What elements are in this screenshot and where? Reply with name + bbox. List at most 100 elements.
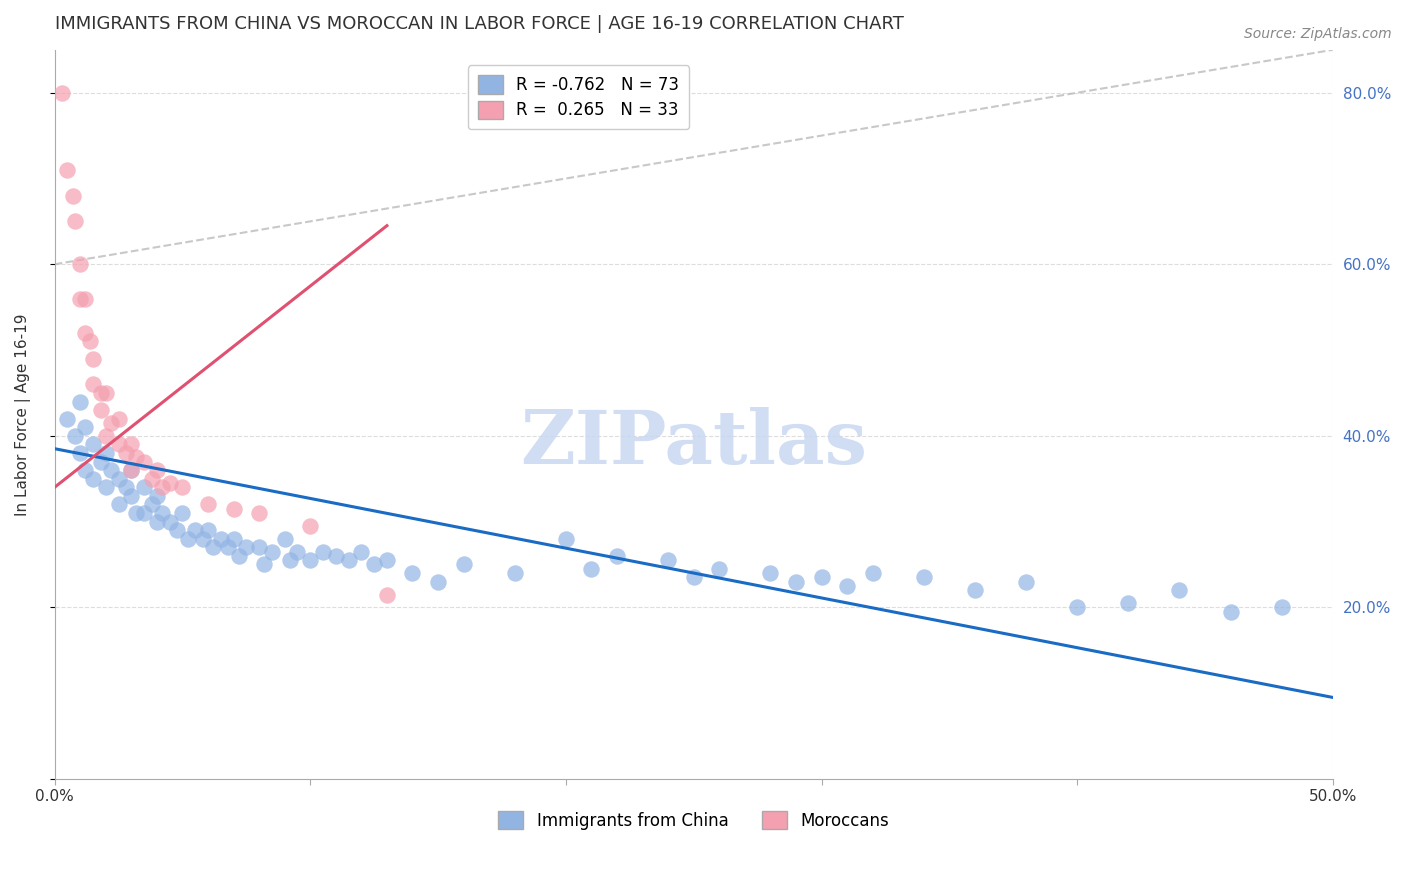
Point [1168, 583, 1191, 598]
Point [150, 480, 173, 494]
Point [427, 574, 450, 589]
Point [350, 544, 373, 558]
Point [107, 498, 129, 512]
Point [228, 549, 250, 563]
Y-axis label: In Labor Force | Age 16-19: In Labor Force | Age 16-19 [15, 313, 31, 516]
Point [172, 480, 194, 494]
Point [107, 472, 129, 486]
Point [115, 446, 138, 460]
Point [312, 544, 335, 558]
Point [94, 480, 117, 494]
Point [90, 403, 112, 417]
Point [810, 570, 832, 584]
Point [94, 386, 117, 401]
Point [202, 541, 225, 555]
Point [835, 579, 858, 593]
Point [82, 351, 104, 366]
Point [176, 532, 198, 546]
Point [100, 463, 122, 477]
Point [150, 506, 173, 520]
Point [1066, 600, 1088, 615]
Point [759, 566, 782, 580]
Point [62, 188, 84, 202]
Point [141, 498, 163, 512]
Point [100, 416, 122, 430]
Point [337, 553, 360, 567]
Point [1271, 600, 1294, 615]
Point [166, 523, 188, 537]
Point [1116, 596, 1139, 610]
Point [69, 292, 91, 306]
Point [132, 480, 155, 494]
Point [115, 480, 138, 494]
Point [554, 532, 576, 546]
Point [120, 437, 142, 451]
Point [75, 420, 97, 434]
Point [82, 472, 104, 486]
Point [912, 570, 935, 584]
Point [299, 519, 322, 533]
Point [260, 544, 283, 558]
Point [125, 506, 148, 520]
Text: IMMIGRANTS FROM CHINA VS MOROCCAN IN LABOR FORCE | AGE 16-19 CORRELATION CHART: IMMIGRANTS FROM CHINA VS MOROCCAN IN LAB… [55, 15, 904, 33]
Point [299, 553, 322, 567]
Point [132, 506, 155, 520]
Point [120, 489, 142, 503]
Point [375, 553, 398, 567]
Point [63, 214, 86, 228]
Point [363, 558, 385, 572]
Point [191, 532, 214, 546]
Point [146, 489, 169, 503]
Point [132, 454, 155, 468]
Point [247, 541, 270, 555]
Point [94, 446, 117, 460]
Point [75, 463, 97, 477]
Point [63, 429, 86, 443]
Point [606, 549, 628, 563]
Point [159, 515, 181, 529]
Point [82, 377, 104, 392]
Point [963, 583, 986, 598]
Point [159, 475, 181, 490]
Point [79, 334, 101, 349]
Point [197, 498, 219, 512]
Point [94, 429, 117, 443]
Point [657, 553, 679, 567]
Point [107, 437, 129, 451]
Point [56, 162, 79, 177]
Point [197, 523, 219, 537]
Point [253, 558, 276, 572]
Point [375, 587, 398, 601]
Point [82, 437, 104, 451]
Point [75, 292, 97, 306]
Point [862, 566, 884, 580]
Point [51, 86, 73, 100]
Point [75, 326, 97, 340]
Point [222, 532, 245, 546]
Point [125, 450, 148, 465]
Point [184, 523, 207, 537]
Point [146, 463, 169, 477]
Point [278, 553, 301, 567]
Point [69, 446, 91, 460]
Point [1015, 574, 1038, 589]
Point [247, 506, 270, 520]
Point [120, 463, 142, 477]
Point [141, 472, 163, 486]
Point [222, 501, 245, 516]
Point [235, 541, 257, 555]
Point [785, 574, 807, 589]
Point [217, 541, 239, 555]
Point [172, 506, 194, 520]
Point [682, 570, 704, 584]
Point [273, 532, 295, 546]
Point [709, 562, 731, 576]
Point [90, 454, 112, 468]
Point [287, 544, 309, 558]
Point [581, 562, 603, 576]
Point [1219, 605, 1241, 619]
Point [401, 566, 423, 580]
Point [69, 257, 91, 271]
Point [325, 549, 347, 563]
Point [90, 386, 112, 401]
